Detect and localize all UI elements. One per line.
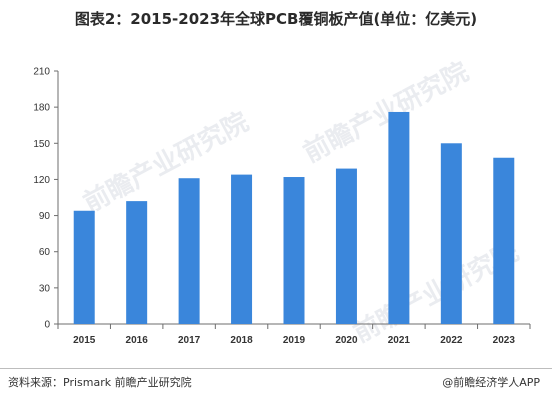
- source-note: 资料来源：Prismark 前瞻产业研究院: [8, 376, 192, 389]
- x-tick-label: 2020: [335, 335, 358, 346]
- bar-2019: [283, 177, 305, 324]
- y-tick-label: 210: [33, 67, 50, 78]
- x-tick-label: 2016: [126, 335, 149, 346]
- bar-2016: [126, 201, 148, 324]
- bar-2017: [178, 178, 200, 324]
- x-tick-label: 2015: [73, 335, 96, 346]
- y-tick-label: 0: [44, 320, 50, 331]
- x-tick-label: 2018: [230, 335, 253, 346]
- y-tick-label: 30: [39, 283, 51, 294]
- bar-2015: [73, 210, 95, 324]
- bar-2023: [493, 157, 515, 324]
- x-tick-label: 2021: [388, 335, 411, 346]
- bar-2020: [335, 168, 357, 324]
- y-tick-label: 60: [39, 247, 51, 258]
- y-tick-label: 120: [33, 175, 50, 186]
- bars: [73, 111, 515, 324]
- bar-2022: [440, 143, 462, 324]
- y-tick-label: 90: [39, 211, 51, 222]
- x-tick-label: 2017: [178, 335, 201, 346]
- chart-title: 图表2：2015-2023年全球PCB覆铜板产值(单位：亿美元): [74, 10, 478, 28]
- x-axis: 2015 2016 2017 2018 2019 2020 2021 2022 2023: [57, 323, 531, 346]
- y-axis: 0 30 60 90 120 150 180 210: [33, 67, 59, 331]
- bar-2018: [231, 174, 253, 324]
- footer: 资料来源：Prismark 前瞻产业研究院 @前瞻经济学人APP: [0, 368, 552, 393]
- watermark-text: 前瞻产业研究院: [78, 106, 253, 219]
- x-tick-label: 2023: [493, 335, 516, 346]
- bar-2021: [388, 111, 410, 324]
- y-tick-label: 150: [33, 139, 50, 150]
- credit-note: @前瞻经济学人APP: [442, 376, 540, 389]
- x-tick-label: 2022: [440, 335, 463, 346]
- x-tick-label: 2019: [283, 335, 306, 346]
- y-tick-label: 180: [33, 103, 50, 114]
